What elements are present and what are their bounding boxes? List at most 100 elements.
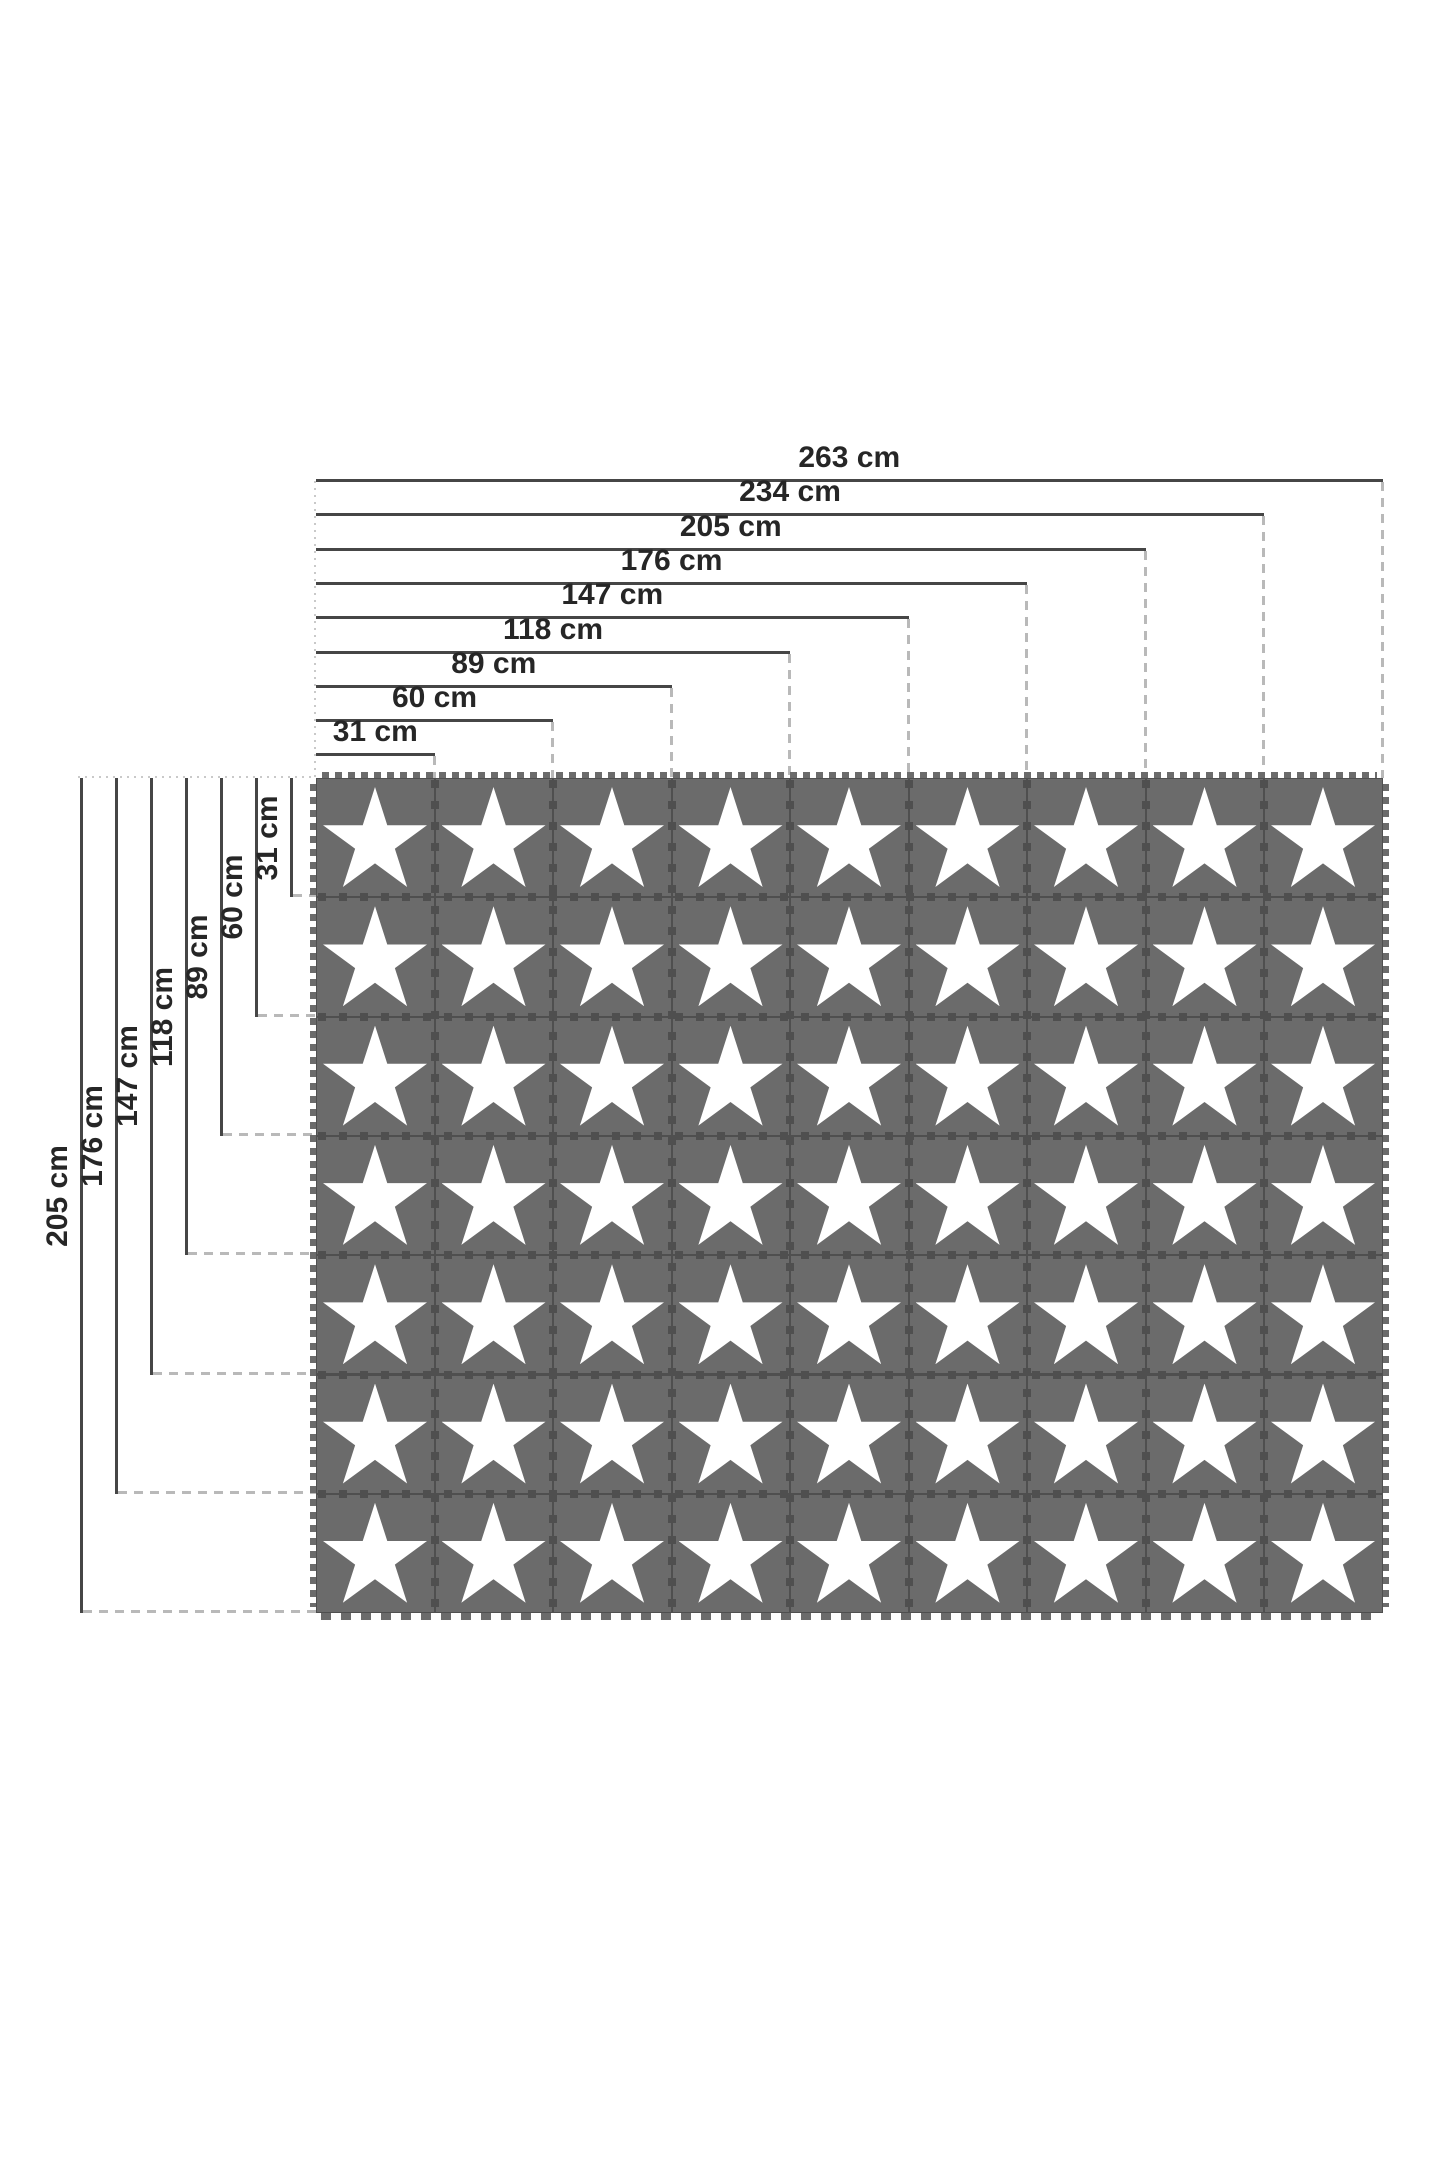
star-icon (1034, 1264, 1138, 1365)
mat-tile (554, 1375, 671, 1493)
star-icon (1271, 1025, 1375, 1126)
mat-tile (672, 1136, 789, 1255)
top-dimension-line (316, 684, 672, 688)
mat-tile (909, 1256, 1026, 1374)
mat-tile (435, 1017, 552, 1135)
top-dimension-line (316, 513, 1264, 517)
extension-connector-dashed-line (153, 1371, 316, 1375)
extension-connector-dashed-line (293, 894, 316, 898)
mat-tile (909, 898, 1026, 1016)
mat-tile (554, 1136, 671, 1255)
star-icon (797, 787, 901, 887)
extension-drop-dashed-line (906, 619, 910, 778)
tile-seam-vertical (1023, 780, 1031, 1612)
star-icon (1152, 1025, 1257, 1126)
mat-tile (791, 1256, 908, 1374)
mat-tile (1265, 779, 1382, 897)
top-dimension-label: 263 cm (798, 441, 901, 474)
star-icon (915, 1025, 1020, 1126)
play-mat (310, 772, 1389, 1621)
star-icon (560, 787, 664, 887)
extension-connector-dashed-line (258, 1013, 316, 1017)
mat-tile (1028, 1494, 1145, 1613)
star-icon (560, 1502, 664, 1603)
mat-tile (672, 1375, 789, 1493)
extension-drop-dashed-line (551, 722, 554, 778)
extension-drop-dashed-line (432, 756, 436, 778)
top-dimension-line (316, 616, 909, 620)
star-icon (1152, 1383, 1257, 1484)
extension-drop-dashed-line (1262, 516, 1265, 778)
star-icon (678, 1144, 783, 1245)
star-icon (797, 1025, 901, 1126)
mat-tile (1028, 1256, 1145, 1374)
mat-tile (1146, 1017, 1263, 1135)
star-icon (323, 1144, 427, 1245)
star-icon (441, 1383, 546, 1484)
mat-tile (435, 898, 552, 1016)
mat-tile (909, 1494, 1026, 1613)
mat-tile (554, 779, 671, 897)
mat-tile (1265, 1136, 1382, 1255)
star-icon (1152, 1144, 1257, 1245)
mat-tile (672, 898, 789, 1016)
mat-tile (554, 1494, 671, 1613)
top-dimension-line (316, 547, 1146, 551)
top-dimension-label: 31 cm (332, 715, 418, 749)
star-icon (441, 1144, 546, 1245)
star-icon (797, 906, 901, 1007)
extension-drop-dashed-line (1380, 482, 1384, 778)
mat-tile (909, 1375, 1026, 1493)
star-icon (1152, 1502, 1257, 1603)
mat-tile (791, 779, 908, 897)
star-icon (441, 1264, 546, 1365)
star-icon (560, 1264, 664, 1365)
mat-tile (1146, 1375, 1263, 1493)
extension-drop-dashed-line (669, 687, 673, 778)
star-icon (797, 1502, 901, 1603)
star-icon (797, 1144, 901, 1245)
tile-seam-vertical (430, 780, 439, 1612)
left-dimension-line (150, 778, 153, 1375)
extension-drop-dashed-line (1143, 550, 1147, 778)
star-icon (1034, 1383, 1138, 1484)
mat-tile (435, 779, 552, 897)
mat-tile (672, 1256, 789, 1374)
star-icon (323, 1025, 427, 1126)
star-icon (1271, 1502, 1375, 1603)
vertical-extension-dotted-line (314, 481, 316, 778)
mat-tile (909, 1136, 1026, 1255)
mat-tile (791, 898, 908, 1016)
top-dimension-label: 205 cm (679, 509, 782, 543)
left-dimension-label: 60 cm (216, 854, 249, 940)
tile-seam-vertical (904, 780, 913, 1612)
star-icon (797, 1264, 901, 1365)
mat-tile (317, 898, 434, 1016)
mat-tile (317, 1256, 434, 1374)
top-dimension-label: 176 cm (620, 543, 723, 577)
mat-tile (1028, 1136, 1145, 1255)
mat-tile (317, 1375, 434, 1493)
star-icon (915, 787, 1020, 887)
mat-tile (1265, 898, 1382, 1016)
star-icon (323, 1264, 427, 1365)
star-icon (678, 906, 783, 1007)
mat-tile (317, 1017, 434, 1135)
extension-connector-dashed-line (188, 1252, 316, 1256)
star-icon (797, 1383, 901, 1484)
star-icon (1271, 1264, 1375, 1365)
top-dimension-line (316, 650, 790, 654)
top-dimension-label: 89 cm (451, 646, 537, 680)
star-icon (560, 906, 664, 1007)
extension-connector-dashed-line (118, 1490, 316, 1494)
star-icon (441, 1502, 546, 1603)
star-icon (1034, 1025, 1138, 1126)
mat-tile (554, 898, 671, 1016)
star-icon (441, 906, 546, 1007)
mat-tile (317, 1494, 434, 1613)
star-icon (915, 1383, 1020, 1484)
star-icon (323, 906, 427, 1007)
mat-tile (672, 779, 789, 897)
tile-seam-vertical (549, 780, 557, 1612)
